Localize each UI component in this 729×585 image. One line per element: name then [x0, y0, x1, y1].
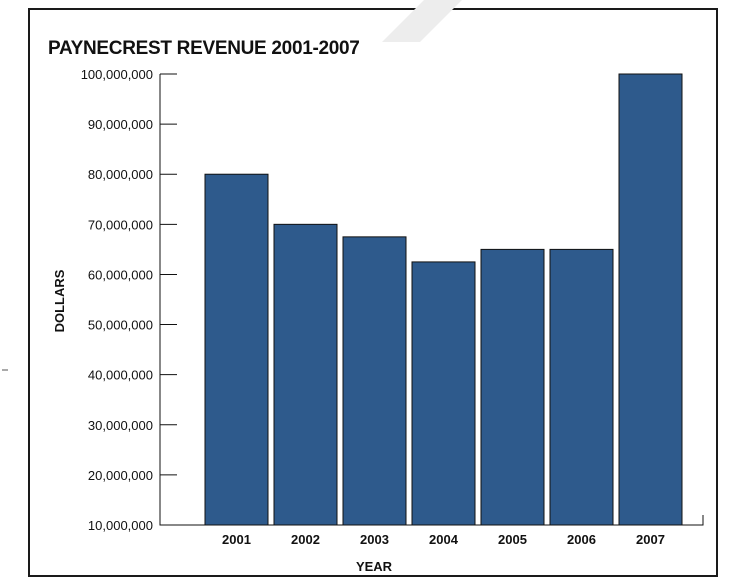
x-tick-label: 2002 — [291, 532, 320, 547]
x-tick-label: 2007 — [636, 532, 665, 547]
bar-series — [204, 73, 683, 526]
x-axis-label: YEAR — [356, 559, 393, 574]
chart-title: PAYNECREST REVENUE 2001-2007 — [48, 38, 360, 59]
x-tick-label: 2005 — [498, 532, 527, 547]
y-tick-label: 20,000,000 — [88, 468, 153, 483]
x-tick-label: 2001 — [222, 532, 251, 547]
y-tick-label: 30,000,000 — [88, 418, 153, 433]
y-tick-label: 70,000,000 — [88, 217, 153, 232]
bar-2001 — [204, 173, 269, 526]
y-tick-label: 60,000,000 — [88, 267, 153, 282]
bar-2006 — [549, 248, 614, 526]
y-tick-label: 100,000,000 — [81, 67, 153, 82]
y-axis-ticks: 10,000,000 20,000,000 30,000,000 40,000,000… — [81, 67, 177, 533]
watermark-shape — [382, 0, 462, 42]
bar-2003 — [342, 236, 407, 526]
x-axis-tick-labels: 2001 2002 2003 2004 2005 2006 2007 — [222, 532, 665, 547]
y-tick-label: 90,000,000 — [88, 117, 153, 132]
axis-lines — [159, 74, 704, 526]
bar-2005 — [480, 248, 545, 526]
y-tick-label: 10,000,000 — [88, 518, 153, 533]
bar-2002 — [273, 223, 338, 526]
y-tick-label: 50,000,000 — [88, 318, 153, 333]
y-axis-label: DOLLARS — [52, 269, 67, 332]
y-tick-label: 80,000,000 — [88, 167, 153, 182]
bar-2004 — [411, 261, 476, 526]
x-tick-label: 2006 — [567, 532, 596, 547]
y-tick-label: 40,000,000 — [88, 368, 153, 383]
x-tick-label: 2003 — [360, 532, 389, 547]
x-tick-label: 2004 — [429, 532, 459, 547]
bar-2007 — [618, 73, 683, 526]
